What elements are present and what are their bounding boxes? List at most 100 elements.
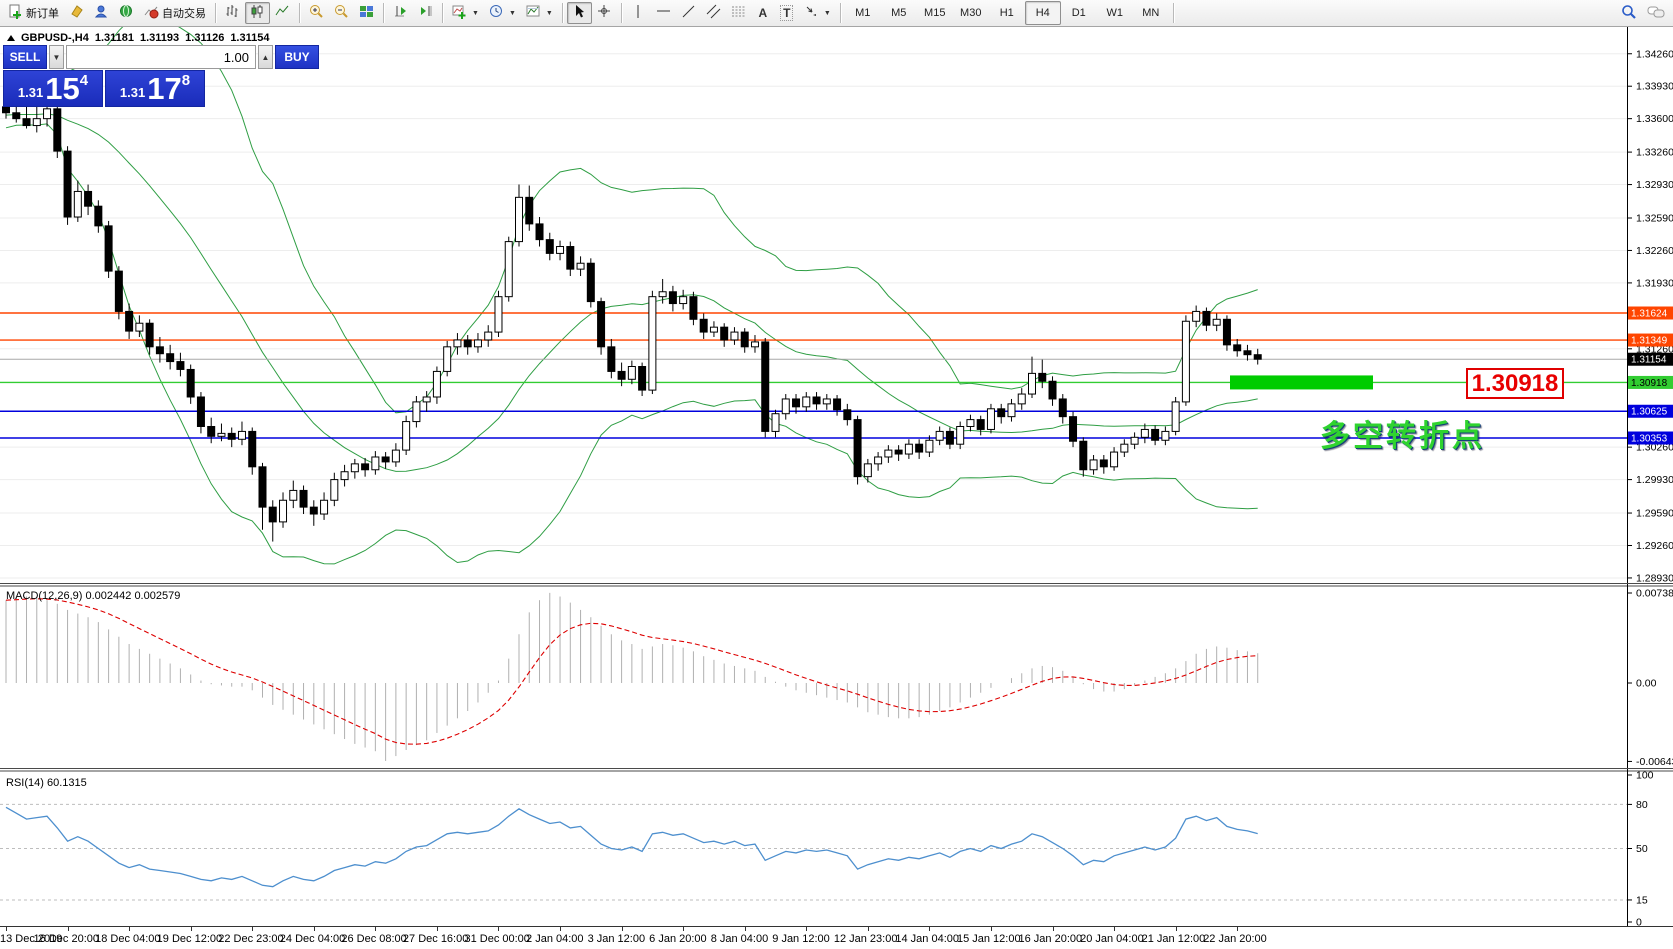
candle-body (473, 339, 482, 348)
candle-body (63, 150, 72, 218)
search-icon (1621, 4, 1637, 23)
timeframe-D1[interactable]: D1 (1071, 7, 1086, 19)
zoom-out-icon (334, 4, 349, 22)
time-axis-tick (806, 927, 808, 931)
main-price-chart[interactable]: 1.34260 1.33930 1.33600 1.33260 1.32930 1.325… (0, 27, 1673, 585)
styles-button[interactable] (64, 2, 89, 24)
timeframe-M5[interactable]: M5 (891, 7, 907, 19)
candle-body (1161, 430, 1170, 441)
svg-text:15: 15 (1636, 894, 1648, 906)
candle-body (843, 409, 852, 421)
candle-body (1038, 372, 1047, 382)
broadcast-button[interactable] (114, 2, 139, 24)
autotrading-icon (144, 4, 159, 22)
channel-tool-button[interactable] (701, 2, 726, 24)
tile-windows-button[interactable] (354, 2, 379, 24)
candle-body (925, 439, 934, 453)
new-order-button[interactable]: 新订单 (3, 2, 64, 24)
vertical-line-tool-button[interactable] (626, 2, 651, 24)
svg-text:1.33600: 1.33600 (1636, 113, 1673, 125)
timeframe-H1[interactable]: H1 (999, 7, 1014, 19)
svg-text:1.28930: 1.28930 (1636, 572, 1673, 584)
zoom-out-button[interactable] (329, 2, 354, 24)
search-button[interactable] (1616, 2, 1642, 24)
timeframe-M1[interactable]: M1 (855, 7, 871, 19)
buy-price-display[interactable]: 1.31 17 8 (105, 70, 205, 107)
timeframe-M30[interactable]: M30 (960, 7, 982, 19)
globe-icon (119, 4, 134, 22)
candle-body (894, 449, 903, 455)
rsi-panel[interactable]: 100 80 50 15 0 (0, 770, 1673, 926)
label-tool-button[interactable]: T (775, 2, 799, 24)
crosshair-tool-button[interactable] (592, 2, 617, 24)
label-tool-glyph: T (780, 5, 794, 21)
time-axis-tick (1175, 927, 1177, 931)
arrows-tool-button[interactable]: ▼ (799, 2, 836, 24)
candle-body (186, 368, 195, 398)
ohlc-header: GBPUSD-,H4 1.31181 1.31193 1.31126 1.311… (7, 32, 269, 44)
rsi-label: RSI(14) 60.1315 (6, 777, 87, 789)
candle-body (1120, 443, 1129, 453)
sell-button[interactable]: SELL (3, 45, 47, 69)
cursor-tool-button[interactable] (566, 2, 592, 24)
candle-body (822, 398, 831, 405)
time-axis[interactable]: 13 Dec 2019 16 Dec 20:00 18 Dec 04:00 19 De… (0, 926, 1673, 949)
candle-body (371, 456, 380, 471)
chart-shift-button[interactable] (413, 2, 438, 24)
candlestick-chart-button[interactable] (245, 2, 270, 24)
chat-button[interactable] (1642, 2, 1670, 24)
timeframe-H4[interactable]: H4 (1024, 1, 1061, 25)
market-watch-button[interactable] (89, 2, 114, 24)
horizontal-line-tool-button[interactable] (651, 2, 676, 24)
templates-button[interactable]: ▼ (521, 2, 558, 24)
bar-chart-button[interactable] (220, 2, 245, 24)
templates-icon (526, 4, 541, 22)
line-chart-button[interactable] (270, 2, 295, 24)
candle-body (53, 108, 62, 152)
text-tool-button[interactable]: A (751, 2, 775, 24)
collapse-arrow-icon[interactable] (7, 35, 15, 41)
periods-button[interactable]: ▼ (484, 2, 521, 24)
volume-input[interactable] (66, 45, 256, 69)
chart-shift-icon (418, 4, 433, 22)
price-annotation-box[interactable]: 1.30918 (1466, 368, 1564, 399)
candle-body (863, 463, 872, 478)
indicators-button[interactable]: ▼ (447, 2, 484, 24)
candle-body (638, 366, 647, 391)
timeframe-W1[interactable]: W1 (1106, 7, 1124, 19)
candle-body (525, 196, 534, 225)
time-axis-tick (929, 927, 931, 931)
buy-button[interactable]: BUY (275, 45, 319, 69)
zoom-in-button[interactable] (304, 2, 329, 24)
auto-scroll-button[interactable] (388, 2, 413, 24)
time-axis-label: 24 Dec 04:00 (279, 933, 346, 945)
timeframe-M15[interactable]: M15 (924, 7, 946, 19)
candle-body (1212, 318, 1221, 326)
price-scale: 1.34260 1.33930 1.33600 1.33260 1.32930 1.325… (1627, 48, 1673, 584)
highlight-band[interactable] (1230, 375, 1373, 390)
candle-body (627, 366, 636, 380)
separator (620, 3, 622, 23)
candle-body (1017, 393, 1026, 405)
candle-body (381, 456, 390, 463)
arrows-icon (804, 4, 819, 22)
sell-price-display[interactable]: 1.31 15 4 (3, 70, 103, 107)
timeframe-MN[interactable]: MN (1142, 7, 1160, 19)
sell-price-big: 15 (45, 71, 80, 106)
time-axis-label: 22 Jan 20:00 (1203, 933, 1267, 945)
fibonacci-tool-button[interactable] (726, 2, 751, 24)
bollinger-bands (5, 27, 1258, 565)
candle-body (792, 398, 801, 408)
candle-body (12, 112, 21, 120)
trendline-tool-button[interactable] (676, 2, 701, 24)
one-click-trading-panel: SELL ▼ ▲ BUY 1.31 15 4 1.31 17 8 (3, 45, 319, 107)
macd-panel[interactable]: 0.007389 0.00 -0.006439 (0, 585, 1673, 770)
autotrading-button[interactable]: 自动交易 (139, 2, 211, 24)
time-axis-tick (67, 927, 69, 931)
volume-decrease-button[interactable]: ▼ (49, 45, 64, 69)
svg-text:1.34260: 1.34260 (1636, 48, 1673, 60)
pivot-note-text[interactable]: 多空转折点 (1320, 420, 1485, 453)
volume-increase-button[interactable]: ▲ (258, 45, 273, 69)
candle-body (2, 106, 10, 114)
time-axis-tick (1052, 927, 1054, 931)
